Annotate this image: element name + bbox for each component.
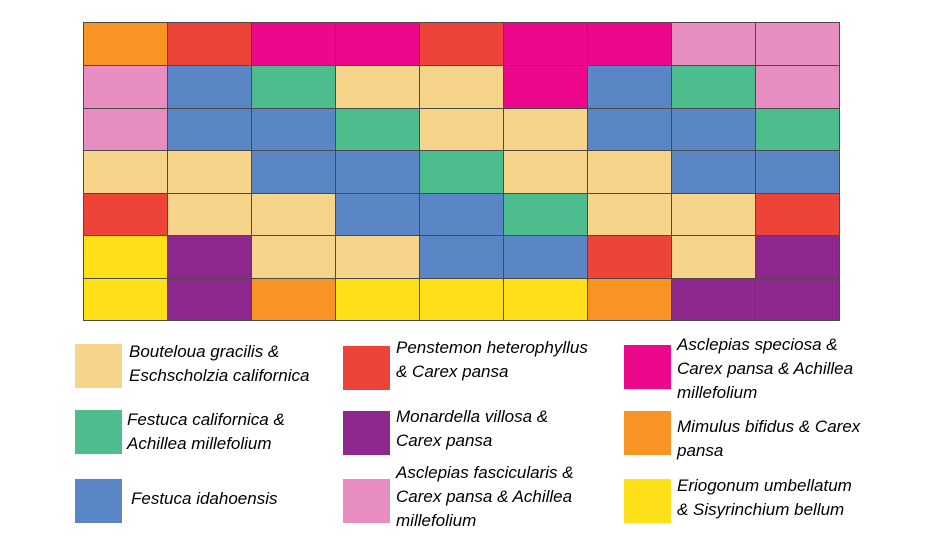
grid-cell — [167, 150, 252, 194]
grid-cell — [755, 278, 840, 321]
grid-cell — [167, 22, 252, 66]
legend-swatch — [624, 411, 671, 455]
grid-cell — [503, 150, 588, 194]
grid-cell — [755, 108, 840, 151]
grid-cell — [251, 65, 336, 109]
grid-cell — [503, 65, 588, 109]
grid-cell — [671, 150, 756, 194]
grid-cell — [83, 22, 168, 66]
grid-cell — [167, 193, 252, 236]
legend-swatch — [75, 410, 122, 454]
legend-label: Festuca californica & Achillea millefoli… — [127, 410, 285, 453]
legend-swatch — [343, 411, 390, 455]
grid-cell — [587, 22, 672, 66]
grid-cell — [335, 150, 420, 194]
grid-cell — [335, 193, 420, 236]
grid-cell — [419, 22, 504, 66]
grid-cell — [335, 278, 420, 321]
legend-label: Penstemon heterophyllus & Carex pansa — [396, 338, 588, 381]
grid-cell — [251, 278, 336, 321]
grid-cell — [503, 108, 588, 151]
planting-grid — [83, 22, 840, 321]
grid-cell — [419, 235, 504, 279]
legend-label: Asclepias fascicularis & Carex pansa & A… — [396, 463, 574, 530]
grid-cell — [83, 235, 168, 279]
legend-label: Monardella villosa & Carex pansa — [396, 407, 549, 450]
grid-cell — [671, 65, 756, 109]
legend-label: Eriogonum umbellatum & Sisyrinchium bell… — [677, 476, 852, 519]
legend-label: Mimulus bifidus & Carex pansa — [677, 417, 861, 460]
grid-cell — [419, 65, 504, 109]
grid-cell — [419, 278, 504, 321]
grid-cell — [83, 65, 168, 109]
grid-cell — [587, 278, 672, 321]
legend-label: Bouteloua gracilis & Eschscholzia califo… — [129, 342, 310, 385]
grid-cell — [167, 235, 252, 279]
grid-cell — [419, 150, 504, 194]
grid-cell — [503, 22, 588, 66]
legend-swatch — [343, 346, 390, 390]
grid-cell — [83, 278, 168, 321]
grid-cell — [755, 235, 840, 279]
legend-label: Festuca idahoensis — [131, 489, 278, 508]
grid-cell — [755, 193, 840, 236]
grid-cell — [335, 108, 420, 151]
grid-cell — [755, 65, 840, 109]
legend-swatch — [75, 344, 122, 388]
grid-cell — [671, 235, 756, 279]
grid-cell — [251, 193, 336, 236]
grid-cell — [251, 235, 336, 279]
grid-cell — [335, 22, 420, 66]
grid-cell — [587, 235, 672, 279]
grid-cell — [251, 108, 336, 151]
legend-swatch — [624, 479, 671, 523]
grid-cell — [335, 65, 420, 109]
grid-cell — [251, 22, 336, 66]
grid-cell — [587, 65, 672, 109]
grid-cell — [503, 235, 588, 279]
legend-label: Asclepias speciosa & Carex pansa & Achil… — [677, 335, 854, 402]
grid-cell — [335, 235, 420, 279]
grid-cell — [671, 193, 756, 236]
grid-cell — [83, 108, 168, 151]
legend-swatch — [624, 345, 671, 389]
grid-cell — [671, 278, 756, 321]
grid-cell — [167, 278, 252, 321]
grid-cell — [167, 65, 252, 109]
grid-cell — [83, 193, 168, 236]
grid-cell — [587, 150, 672, 194]
grid-cell — [167, 108, 252, 151]
grid-cell — [251, 150, 336, 194]
grid-cell — [755, 22, 840, 66]
grid-cell — [503, 278, 588, 321]
grid-cell — [83, 150, 168, 194]
grid-cell — [671, 22, 756, 66]
grid-cell — [587, 193, 672, 236]
grid-cell — [419, 108, 504, 151]
legend-swatch — [75, 479, 122, 523]
grid-cell — [671, 108, 756, 151]
grid-cell — [755, 150, 840, 194]
legend-swatch — [343, 479, 390, 523]
grid-cell — [587, 108, 672, 151]
grid-cell — [419, 193, 504, 236]
grid-cell — [503, 193, 588, 236]
